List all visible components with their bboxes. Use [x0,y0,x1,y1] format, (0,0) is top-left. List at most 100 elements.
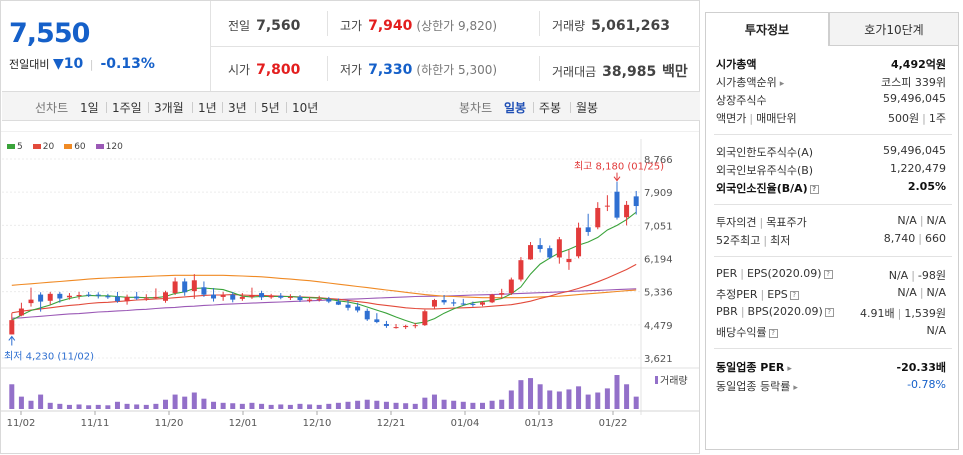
volume-bar [105,405,111,409]
candle-body [528,245,534,260]
candle-option[interactable]: 주봉 [539,101,562,115]
info-row: 외국인한도주식수(A) 59,496,045 [716,144,946,162]
info-label: 동일업종 PER ▸ [716,361,792,374]
volume-bar [278,404,284,409]
help-icon[interactable]: ? [768,328,778,338]
info-value: 4.91배 | 1,539원 [860,307,946,320]
volume-bar [259,403,265,409]
x-tick-label: 12/21 [377,418,406,429]
info-value: 59,496,045 [883,92,946,105]
volume-bar [297,403,303,409]
candle-body [470,303,476,305]
candle-chart-label: 봉차트 [459,101,493,115]
candle-body [297,296,303,301]
candle-body [355,306,361,311]
volume-bar [172,394,178,409]
info-value: 코스피 339위 [881,76,946,89]
volume-bar [537,384,543,409]
tab-order-book[interactable]: 호가10단계 [829,12,959,46]
volume-bar [355,400,361,409]
period-option[interactable]: 5년 [261,101,280,115]
candle-body [556,239,562,258]
y-tick-label: 5,336 [644,288,673,299]
volume-bar [566,389,572,409]
x-tick-label: 11/20 [155,418,184,429]
arrow-icon: ▸ [787,364,792,374]
volume-bar [480,402,485,409]
volume-bar [431,394,437,409]
price-change: 전일대비 ▼10 | -0.13% [9,56,155,72]
volume-bar [124,403,130,409]
candle-option[interactable]: 월봉 [576,101,599,115]
legend-item: 20 [32,142,54,152]
info-value: 1,220,479 [890,162,946,175]
candle-body [393,327,399,329]
volume-bar [633,396,639,409]
candle-body [95,294,101,296]
help-icon[interactable]: ? [824,307,834,317]
info-label: 외국인소진율(B/A)? [716,180,819,196]
info-value: -0.78% [907,378,946,391]
period-option[interactable]: 1년 [198,101,217,115]
moving-average-line-ma60 [11,274,637,299]
volume-bar [345,401,351,409]
volume-bar [47,402,53,409]
help-icon[interactable]: ? [809,184,819,194]
info-label: 배당수익률? [716,324,778,340]
info-table: 시가총액 4,492억원 시가총액순위 ▸ 코스피 339위 상장주식수 59,496,04… [705,46,959,450]
info-label: 52주최고 | 최저 [716,234,791,247]
volume-bar [499,399,505,409]
high-annotation: 최고 8,180 (01/25) [574,161,664,173]
moving-average-line-ma5 [11,211,637,325]
volume-bar [460,401,466,409]
info-label: 액면가 | 매매단위 [716,112,797,125]
period-option[interactable]: 1주일 [112,101,142,115]
chart-period-bar: 선차트 1일 1주일 3개월 1년 3년 5년 10년 봉차트 일봉 주봉 월봉 [2,91,700,121]
y-tick-label: 4,479 [644,321,673,332]
candle-body [624,204,630,218]
period-option[interactable]: 3년 [228,101,247,115]
volume-bar [191,392,197,409]
candle-body [124,296,130,302]
period-option[interactable]: 3개월 [154,101,184,115]
info-value: N/A | N/A [897,286,946,299]
legend-swatch [32,143,41,149]
arrow-icon: ▸ [779,79,785,89]
change-value: 10 [63,56,84,72]
candle-body [278,295,284,298]
change-rate: -0.13% [100,56,155,72]
candle-body [9,320,15,335]
candle-body [18,308,24,316]
info-value: N/A | -98원 [888,269,946,282]
volume-bar [86,405,92,409]
info-value: 2.05% [907,180,946,193]
period-option[interactable]: 1일 [80,101,99,115]
candle-body [163,292,168,301]
candle-body [537,245,543,249]
volume-bar [441,399,447,409]
tab-investment-info[interactable]: 투자정보 [705,12,829,46]
candle-body [316,298,322,300]
candle-option[interactable]: 일봉 [504,101,527,115]
candle-body [307,299,313,301]
candle-body [547,248,553,258]
candle-body [172,281,178,294]
period-option[interactable]: 10년 [292,101,319,115]
help-icon[interactable]: ? [823,269,833,279]
low-price: 저가 7,330 (하한가 5,300) [340,62,498,78]
info-label: 상장주식수 [716,94,767,107]
y-tick-label: 8,766 [644,155,673,166]
ma-legend: 5 20 60 120 [7,142,133,152]
volume-bar [163,399,168,409]
volume-bar [95,404,101,409]
volume-bar [412,403,418,409]
candle-body [57,293,63,299]
x-tick-label: 12/01 [229,418,258,429]
help-icon[interactable]: ? [789,290,799,300]
info-label: 추정PER | EPS? [716,286,799,302]
volume-bar [230,403,236,409]
info-value: 500원 | 1주 [888,112,946,125]
volume-bar [556,391,562,409]
x-tick-label: 01/04 [451,418,480,429]
volume-bar [547,390,553,409]
